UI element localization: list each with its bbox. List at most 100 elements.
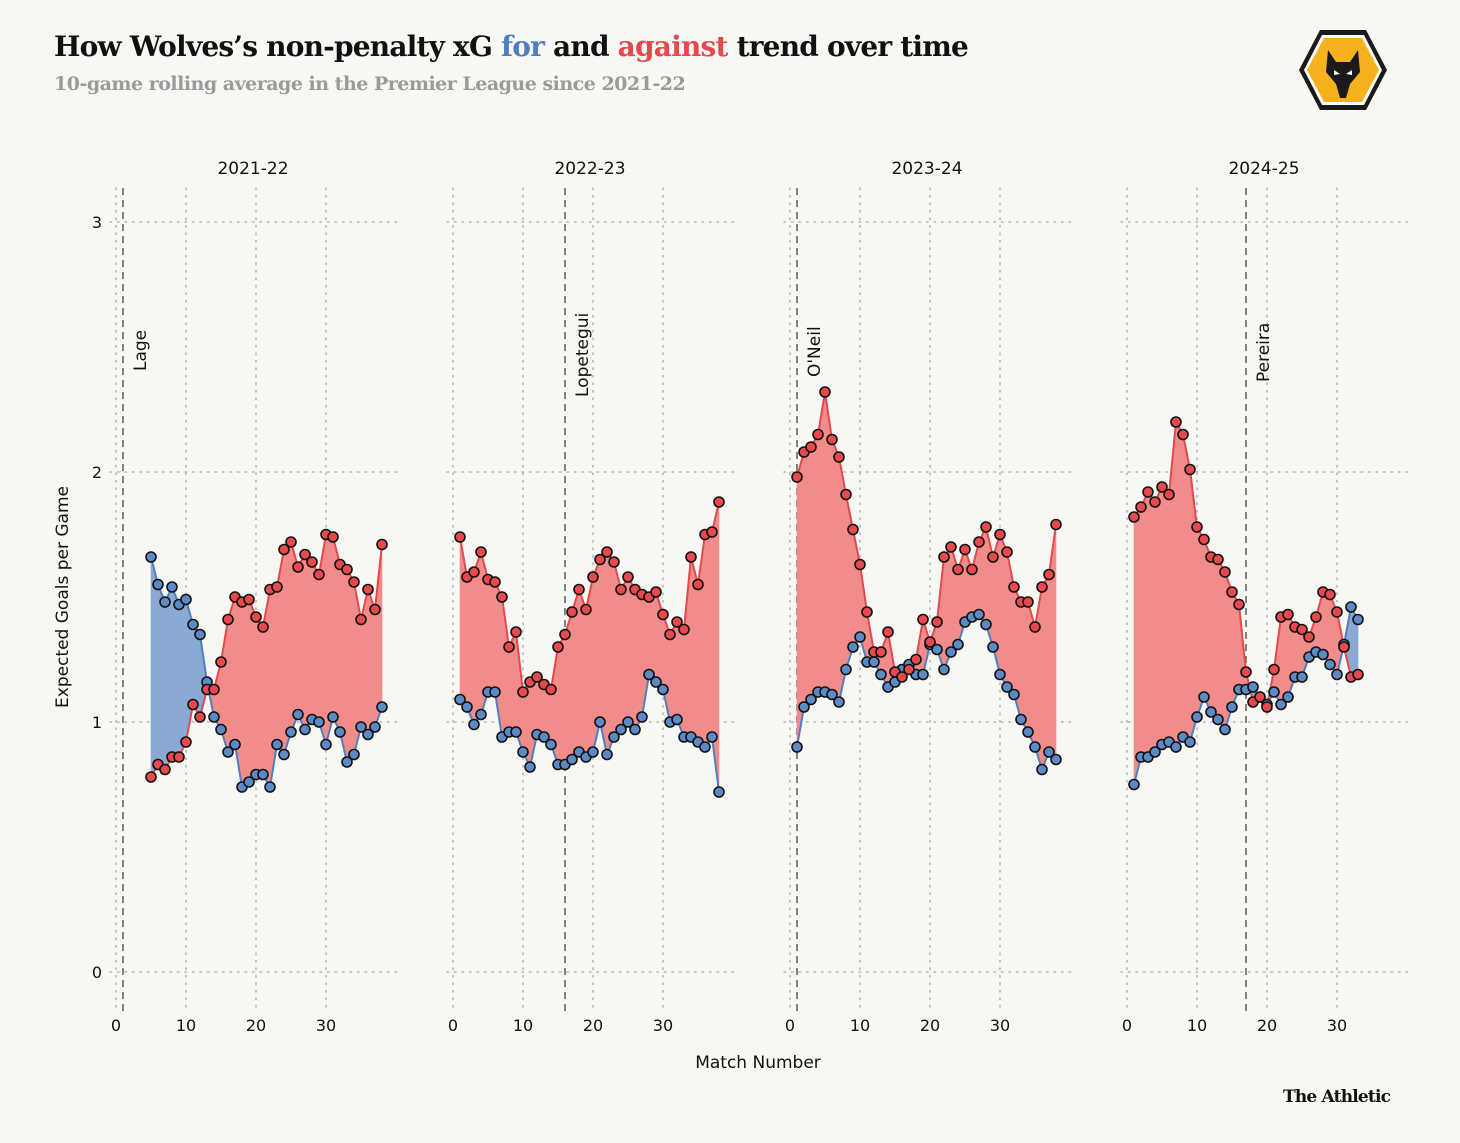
xg-against-point (685, 551, 697, 563)
xg-against-point (243, 593, 255, 606)
gap-area-segment (241, 599, 250, 788)
xg-for-point (489, 686, 501, 698)
xg-for-point (517, 746, 529, 758)
gap-area-segment (164, 586, 173, 771)
xg-against-point (257, 621, 269, 633)
xg-against-point (145, 771, 157, 783)
gap-area-segment (648, 591, 657, 683)
xg-for-point (510, 726, 522, 738)
gap-area-segment (304, 553, 313, 731)
x-tick-label: 0 (1122, 1016, 1132, 1035)
xg-for-point (1345, 601, 1357, 613)
gap-area-segment (1217, 558, 1226, 731)
wolf-left-eye (1334, 70, 1340, 75)
chart-title: How Wolves’s non-penalty xG for and agai… (54, 30, 969, 63)
xg-for-point (327, 711, 339, 723)
coach-label: Lopetegui (573, 313, 593, 397)
xg-against-point (1226, 586, 1238, 598)
title-against-highlight: against (617, 30, 729, 63)
x-tick-label: 10 (1187, 1016, 1207, 1035)
xg-against-point (1177, 428, 1189, 441)
xg-for-point (475, 708, 487, 721)
xg-against-point (1142, 486, 1154, 498)
xg-for-point (1324, 658, 1336, 671)
xg-for-point (671, 713, 683, 726)
xg-for-point (643, 668, 655, 681)
xg-against-point (1022, 596, 1034, 608)
xg-against-point (805, 441, 817, 453)
xg-for-point (545, 738, 557, 751)
xg-for-point (187, 618, 199, 631)
x-axis-title: Match Number (695, 1053, 821, 1073)
xg-against-point (278, 543, 290, 556)
xg-for-point (994, 668, 1006, 681)
xg-against-point (959, 543, 971, 556)
gap-area-segment (606, 551, 615, 755)
xg-against-point (510, 626, 522, 638)
gap-area-segment (248, 599, 257, 783)
wolf-right-eye (1346, 70, 1352, 75)
gap-area-segment (178, 598, 187, 758)
gap-area-segment (810, 433, 819, 701)
xg-for-point (1043, 746, 1055, 758)
gap-area-segment (1210, 556, 1219, 721)
xg-for-point (1205, 706, 1217, 718)
xg-against-point (194, 711, 206, 723)
xg-against-point (1212, 553, 1224, 566)
xg-against-point (882, 626, 894, 638)
xg-for-point (461, 701, 473, 713)
gap-area-segment (234, 596, 243, 788)
xg-against-point (1296, 623, 1308, 636)
xg-against-point (608, 556, 620, 568)
xg-against-point (1303, 631, 1315, 643)
xg-for-point (1191, 711, 1203, 723)
xg-against-point (1191, 521, 1203, 533)
xg-against-point (1219, 566, 1231, 578)
xg-for-point (987, 641, 999, 653)
xg-for-point (468, 718, 480, 731)
season-label: 2022-23 (554, 159, 625, 179)
gap-area-segment (473, 551, 482, 726)
xg-against-point (299, 548, 311, 561)
x-tick-label: 20 (1257, 1016, 1277, 1035)
xg-for-point (657, 683, 669, 696)
gap-area-segment (283, 541, 292, 755)
xg-against-point (1282, 608, 1294, 621)
xg-against-point (931, 616, 943, 628)
x-tick-label: 30 (1327, 1016, 1347, 1035)
xg-for-point (299, 723, 311, 736)
xg-against-point (587, 571, 599, 583)
xg-for-point (875, 668, 887, 681)
xg-against-point (1268, 663, 1280, 676)
y-tick-label: 2 (92, 463, 102, 482)
title-part-2: and (544, 30, 618, 63)
xg-for-point (587, 746, 599, 758)
gap-area-segment (157, 584, 166, 771)
xg-against-point (966, 563, 978, 576)
xg-against-point (945, 541, 957, 553)
xg-against-point (215, 656, 227, 668)
xg-against-point (861, 606, 873, 618)
xg-against-point (1128, 511, 1140, 523)
xg-for-point (1226, 701, 1238, 713)
coach-label: O'Neil (805, 326, 825, 377)
xg-against-point (348, 576, 360, 588)
xg-for-point (1275, 698, 1287, 711)
xg-against-point (713, 496, 725, 508)
xg-against-point (1261, 701, 1273, 713)
xg-for-point (826, 688, 838, 701)
xg-for-point (868, 656, 880, 668)
xg-for-point (601, 748, 613, 761)
xg-against-point (812, 428, 824, 441)
gap-area-segment (297, 553, 306, 730)
gap-area-segment (655, 591, 664, 691)
title-for-highlight: for (501, 30, 545, 63)
xg-against-point (917, 613, 929, 626)
xg-against-point (285, 536, 297, 548)
gap-area-segment (1161, 486, 1170, 745)
xg-against-point (692, 578, 704, 591)
xg-for-point (840, 663, 852, 676)
x-tick-label: 30 (990, 1016, 1010, 1035)
x-tick-label: 0 (111, 1016, 121, 1035)
